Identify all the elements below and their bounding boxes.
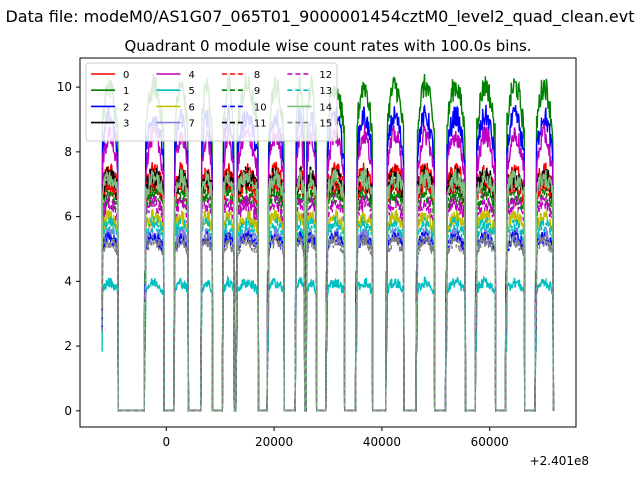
y-tick-label: 8 (64, 145, 72, 159)
plot-area (101, 73, 555, 413)
series-line-4 (101, 122, 555, 412)
legend-label-11: 11 (254, 119, 267, 130)
y-tick-label: 2 (64, 339, 72, 353)
legend-label-4: 4 (188, 70, 194, 81)
x-offset-label: +2.401e8 (530, 454, 589, 468)
legend-label-2: 2 (123, 102, 129, 113)
y-tick-label: 0 (64, 404, 72, 418)
y-tick-label: 10 (57, 80, 72, 94)
chart-title: Quadrant 0 module wise count rates with … (124, 37, 531, 55)
x-tick-label: 40000 (363, 435, 401, 449)
legend-label-3: 3 (123, 119, 129, 130)
legend-label-12: 12 (319, 70, 332, 81)
legend-label-0: 0 (123, 70, 129, 81)
legend-label-10: 10 (254, 102, 267, 113)
legend-label-9: 9 (254, 86, 260, 97)
axes-frame (79, 57, 577, 428)
legend-label-14: 14 (319, 102, 332, 113)
x-tick-label: 60000 (471, 435, 509, 449)
legend-label-13: 13 (319, 86, 332, 97)
x-tick-label: 0 (162, 435, 170, 449)
legend-label-8: 8 (254, 70, 260, 81)
series-line-15 (101, 233, 555, 413)
chart-suptitle: Data file: modeM0/AS1G07_065T01_90000014… (5, 7, 634, 27)
legend-label-1: 1 (123, 86, 129, 97)
y-tick-label: 6 (64, 210, 72, 224)
legend-label-15: 15 (319, 119, 332, 130)
legend-label-6: 6 (188, 102, 194, 113)
series-line-14 (101, 168, 555, 412)
x-tick-label: 20000 (255, 435, 293, 449)
legend-label-7: 7 (188, 119, 194, 130)
legend-box (85, 62, 338, 142)
legend-label-5: 5 (188, 86, 194, 97)
y-tick-label: 4 (64, 274, 72, 288)
series-line-8 (101, 175, 555, 412)
